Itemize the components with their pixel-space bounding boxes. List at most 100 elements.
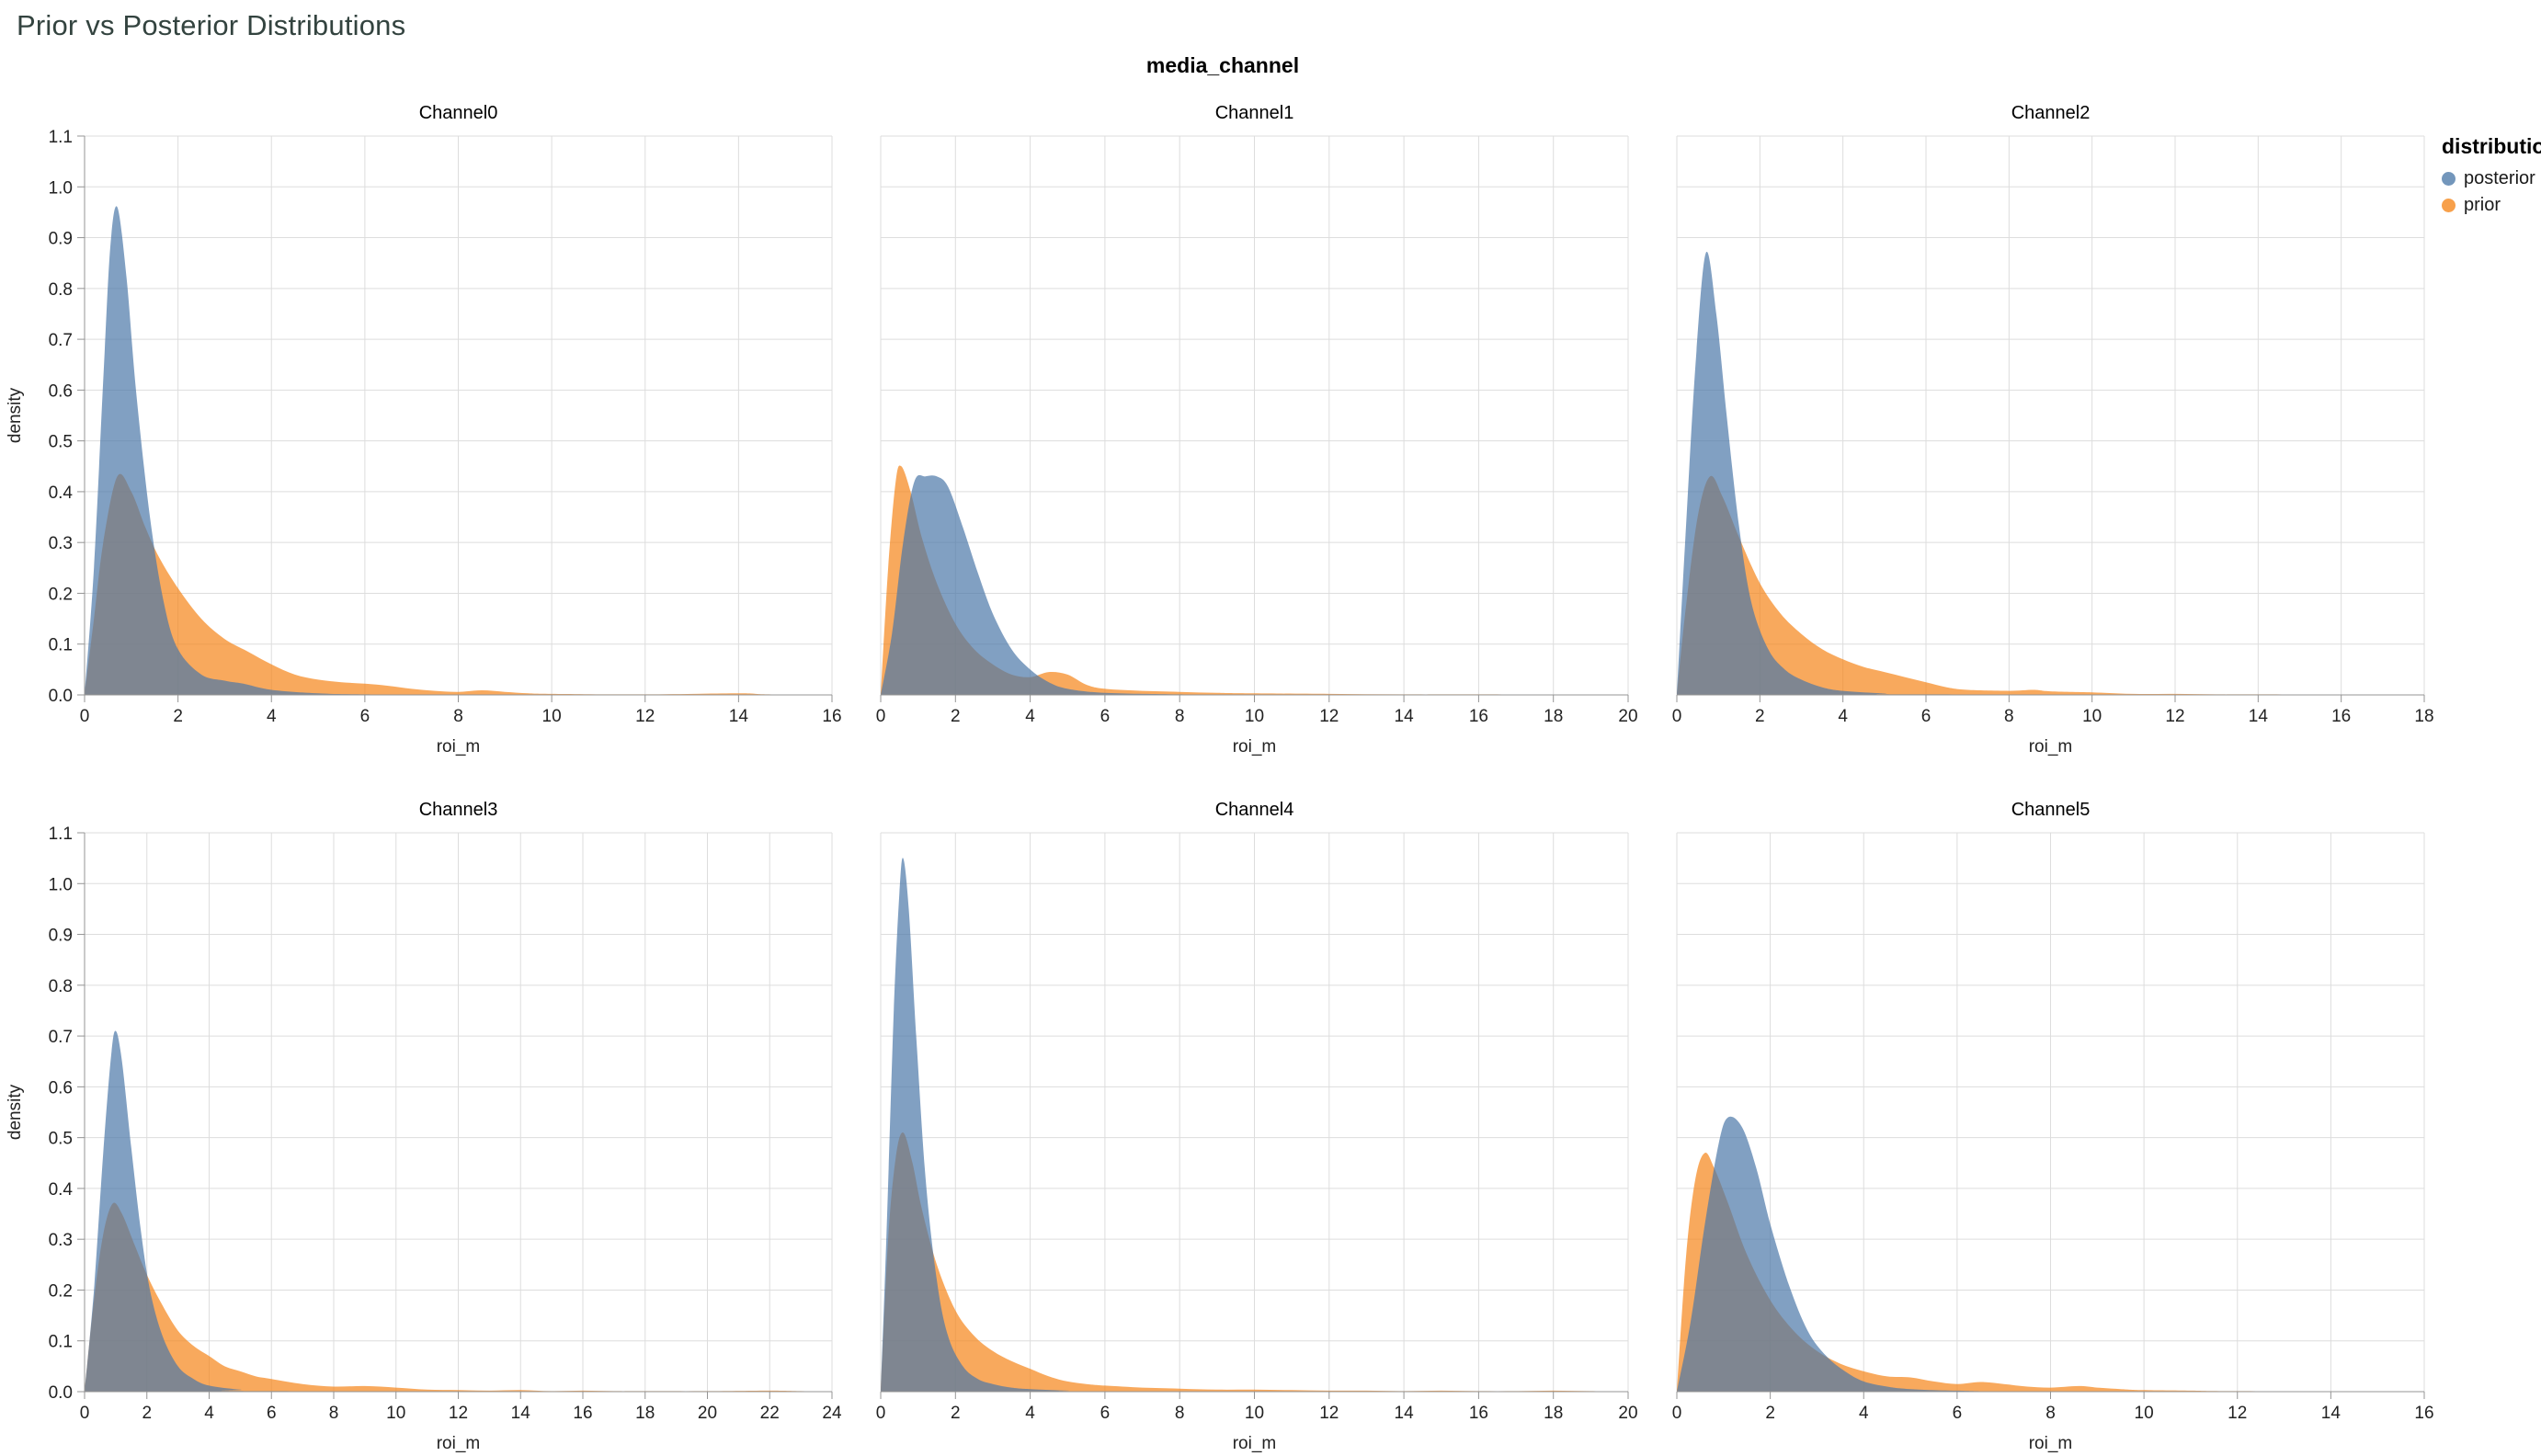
y-tick-label: 0.6 — [49, 1078, 73, 1098]
panel-title: Channel3 — [419, 800, 498, 820]
x-tick-label: 10 — [2082, 707, 2102, 726]
axes: 0 2 4 6 8 10 12 14 16 18 — [1672, 694, 2433, 726]
y-tick-label: 0.8 — [49, 977, 73, 996]
x-tick-label: 2 — [1765, 1404, 1775, 1423]
legend-label: posterior — [2464, 168, 2535, 188]
x-tick-label: 20 — [1618, 1404, 1637, 1423]
y-tick-label: 0.9 — [49, 230, 73, 249]
x-tick-label: 18 — [2414, 707, 2433, 726]
x-tick-label: 0 — [1672, 1404, 1682, 1423]
x-tick-label: 0 — [1672, 707, 1682, 726]
x-tick-label: 10 — [1245, 1404, 1264, 1423]
panel-channel5: 0 2 4 6 8 10 12 14 16 Channel5 roi_m — [1672, 800, 2433, 1453]
x-tick-label: 12 — [1319, 1404, 1339, 1423]
x-tick-label: 16 — [822, 707, 841, 726]
x-tick-label: 12 — [2165, 707, 2184, 726]
x-tick-label: 22 — [760, 1404, 780, 1423]
legend: distribution posterior prior — [2442, 134, 2541, 222]
x-tick-label: 2 — [951, 1404, 961, 1423]
y-tick-label: 0.8 — [49, 280, 73, 300]
axes: 0 2 4 6 8 10 12 14 16 0.0 0.1 0.2 0.3 0.4 0.5 0.6 0.7 0.8… — [6, 128, 841, 726]
x-tick-label: 12 — [2228, 1404, 2247, 1423]
legend-item-prior: prior — [2442, 195, 2541, 216]
x-axis-title: roi_m — [1233, 737, 1277, 756]
x-tick-label: 20 — [1618, 707, 1637, 726]
x-tick-label: 4 — [267, 707, 277, 726]
x-tick-label: 10 — [542, 707, 562, 726]
panels-grid: 0 2 4 6 8 10 12 14 16 0.0 0.1 0.2 0.3 0.4 0.5 0.6 0.7 0.8… — [0, 88, 2464, 1456]
y-axis-title: density — [6, 1084, 25, 1140]
x-tick-label: 10 — [1245, 707, 1264, 726]
x-tick-label: 0 — [876, 707, 886, 726]
x-tick-label: 2 — [951, 707, 961, 726]
y-tick-label: 0.1 — [49, 636, 73, 655]
y-axis-title: density — [6, 387, 25, 443]
y-tick-label: 0.7 — [49, 1028, 73, 1047]
x-tick-label: 14 — [729, 707, 749, 726]
y-tick-label: 1.0 — [49, 875, 73, 894]
page-title: Prior vs Posterior Distributions — [17, 9, 406, 41]
gridlines — [1676, 135, 2425, 696]
x-tick-label: 4 — [1025, 707, 1035, 726]
y-tick-label: 0.6 — [49, 381, 73, 401]
x-tick-label: 16 — [1469, 1404, 1488, 1423]
x-tick-label: 0 — [80, 1404, 90, 1423]
legend-entries: posterior prior — [2442, 168, 2541, 216]
panel-title: Channel5 — [2011, 800, 2091, 820]
x-tick-label: 2 — [1755, 707, 1765, 726]
gridlines — [880, 135, 1629, 696]
x-axis-title: roi_m — [2029, 1434, 2073, 1453]
gridlines — [880, 832, 1629, 1393]
posterior-density-area — [1677, 251, 2424, 695]
x-tick-label: 8 — [1175, 1404, 1185, 1423]
x-axis-title: roi_m — [1233, 1434, 1277, 1453]
x-tick-label: 16 — [573, 1404, 592, 1423]
x-tick-label: 6 — [1100, 1404, 1111, 1423]
axes: 0 2 4 6 8 10 12 14 16 — [1672, 1391, 2433, 1423]
legend-swatch-prior — [2442, 199, 2456, 212]
x-tick-label: 20 — [698, 1404, 717, 1423]
x-tick-label: 8 — [2045, 1404, 2056, 1423]
y-tick-label: 0.2 — [49, 585, 73, 604]
x-tick-label: 16 — [2331, 707, 2351, 726]
x-tick-label: 10 — [386, 1404, 405, 1423]
x-tick-label: 6 — [1921, 707, 1931, 726]
prior-density-area — [1677, 475, 2424, 695]
x-tick-label: 14 — [511, 1404, 531, 1423]
panel-channel4: 0 2 4 6 8 10 12 14 16 18 20 Channel4 roi_m — [876, 800, 1637, 1453]
y-tick-label: 0.5 — [49, 1130, 73, 1149]
posterior-density-area — [881, 474, 1628, 695]
x-tick-label: 24 — [822, 1404, 841, 1423]
axes: 0 2 4 6 8 10 12 14 16 18 20 22 240.00.10.20.30.40.50… — [6, 825, 841, 1423]
x-tick-label: 6 — [360, 707, 370, 726]
panel-channel2: 0 2 4 6 8 10 12 14 16 18 Channel2 roi_m — [1672, 103, 2433, 756]
x-tick-label: 6 — [267, 1404, 277, 1423]
x-tick-label: 18 — [1544, 1404, 1563, 1423]
y-tick-label: 0.9 — [49, 927, 73, 946]
x-tick-label: 8 — [1175, 707, 1185, 726]
gridlines — [84, 135, 833, 696]
panel-title: Channel1 — [1215, 103, 1294, 123]
x-tick-label: 14 — [2249, 707, 2269, 726]
x-tick-label: 4 — [1838, 707, 1848, 726]
x-tick-label: 18 — [635, 1404, 655, 1423]
x-tick-label: 18 — [1544, 707, 1563, 726]
x-tick-label: 10 — [2135, 1404, 2154, 1423]
panel-channel0: 0 2 4 6 8 10 12 14 16 0.0 0.1 0.2 0.3 0.4 0.5 0.6 0.7 0.8… — [6, 103, 841, 756]
y-tick-label: 1.1 — [49, 825, 73, 844]
legend-label: prior — [2464, 195, 2501, 215]
y-tick-label: 0.4 — [49, 483, 74, 503]
x-tick-label: 8 — [2004, 707, 2014, 726]
x-axis-title: roi_m — [437, 1434, 481, 1453]
x-tick-label: 2 — [173, 707, 183, 726]
x-tick-label: 4 — [1025, 1404, 1035, 1423]
axes: 0 2 4 6 8 10 12 14 16 18 20 — [876, 1391, 1637, 1423]
panel-channel1: 0 2 4 6 8 10 12 14 16 18 20 Channel1 roi_m — [876, 103, 1637, 756]
x-tick-label: 8 — [453, 707, 463, 726]
y-tick-label: 0.2 — [49, 1281, 73, 1301]
x-tick-label: 12 — [449, 1404, 468, 1423]
legend-swatch-posterior — [2442, 172, 2456, 186]
x-tick-label: 14 — [2321, 1404, 2342, 1423]
x-tick-label: 14 — [1395, 1404, 1415, 1423]
posterior-density-area — [1677, 1116, 2424, 1392]
